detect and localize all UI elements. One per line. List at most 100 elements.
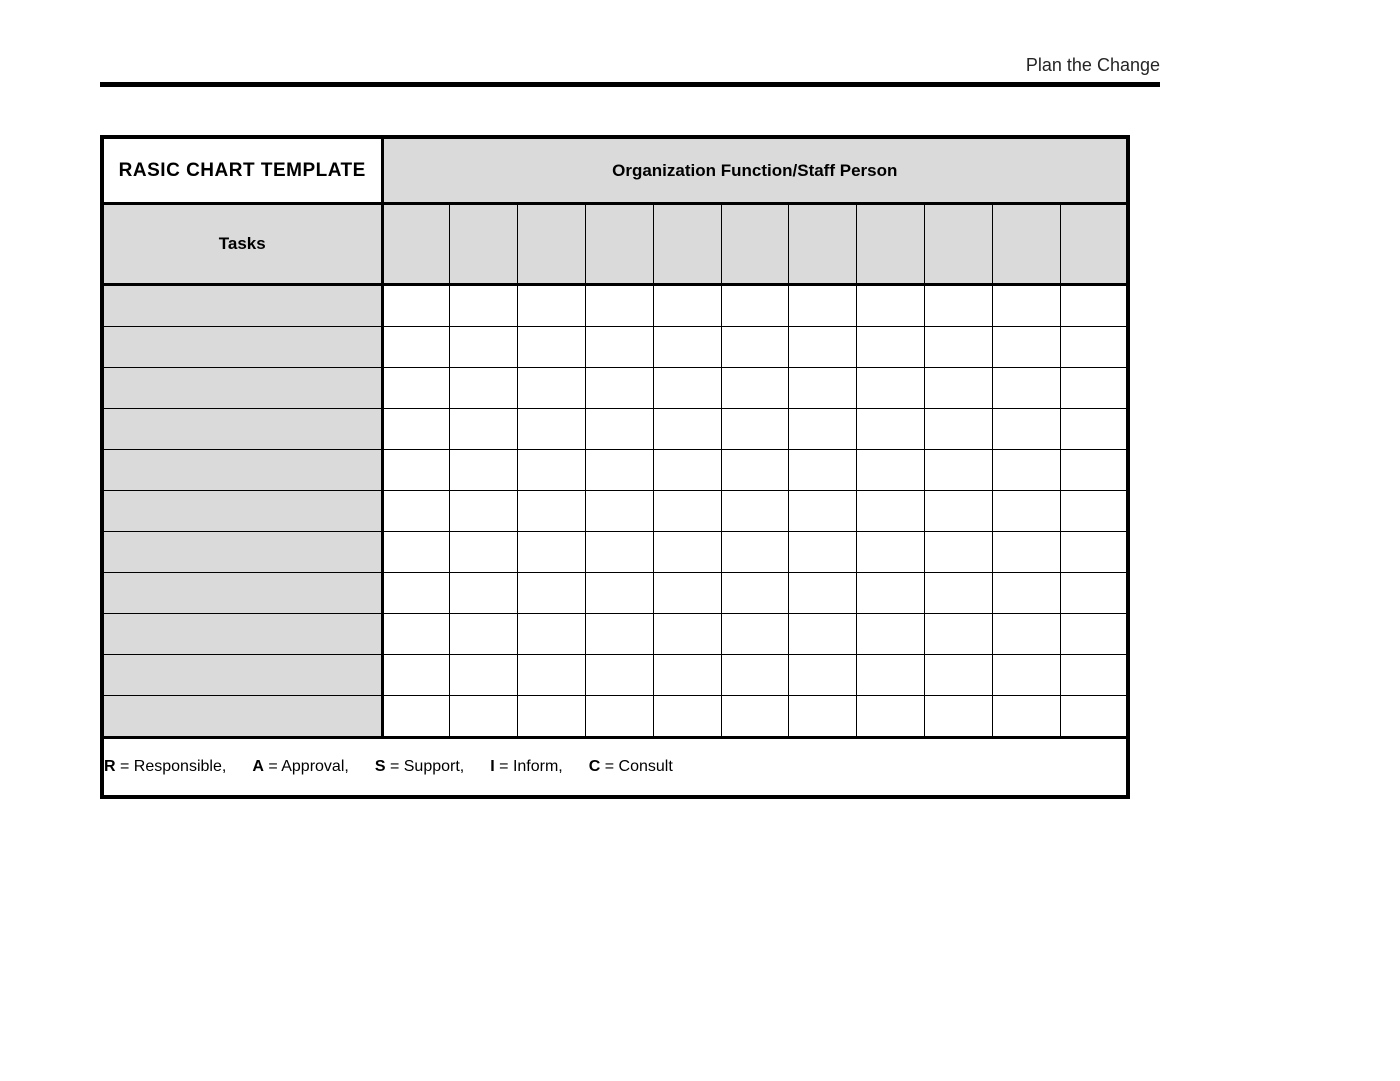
staff-column-header xyxy=(450,204,518,285)
page: Plan the Change RASIC CHART TEMPLATEOrga… xyxy=(0,0,1400,1081)
table-cell xyxy=(450,327,518,368)
table-cell xyxy=(382,491,450,532)
table-cell xyxy=(653,491,721,532)
staff-column-header xyxy=(585,204,653,285)
table-cell xyxy=(585,532,653,573)
table-cell xyxy=(992,327,1060,368)
table-cell xyxy=(1060,409,1128,450)
table-cell xyxy=(925,327,993,368)
table-cell xyxy=(925,532,993,573)
table-cell xyxy=(721,573,789,614)
table-cell xyxy=(992,532,1060,573)
table-cell xyxy=(450,532,518,573)
task-row-label xyxy=(102,614,382,655)
chart-title: RASIC CHART TEMPLATE xyxy=(102,137,382,204)
staff-column-header xyxy=(857,204,925,285)
rasic-chart-container: RASIC CHART TEMPLATEOrganization Functio… xyxy=(100,135,1130,799)
table-cell xyxy=(857,573,925,614)
staff-column-header xyxy=(518,204,586,285)
table-cell xyxy=(450,368,518,409)
task-row-label xyxy=(102,327,382,368)
table-cell xyxy=(382,696,450,738)
table-cell xyxy=(653,327,721,368)
task-row-label xyxy=(102,532,382,573)
table-cell xyxy=(653,573,721,614)
table-cell xyxy=(857,450,925,491)
table-cell xyxy=(518,285,586,327)
table-cell xyxy=(721,327,789,368)
table-cell xyxy=(992,614,1060,655)
table-cell xyxy=(789,409,857,450)
table-cell xyxy=(721,614,789,655)
table-cell xyxy=(518,573,586,614)
table-cell xyxy=(585,573,653,614)
legend-item: A = Approval, xyxy=(252,758,349,776)
staff-column-header xyxy=(925,204,993,285)
rasic-table: RASIC CHART TEMPLATEOrganization Functio… xyxy=(100,135,1130,799)
table-cell xyxy=(1060,655,1128,696)
legend-item: R = Responsible, xyxy=(104,758,226,776)
table-cell xyxy=(1060,614,1128,655)
table-cell xyxy=(450,614,518,655)
org-function-header: Organization Function/Staff Person xyxy=(382,137,1128,204)
table-cell xyxy=(1060,491,1128,532)
table-cell xyxy=(925,368,993,409)
tasks-column-header: Tasks xyxy=(102,204,382,285)
table-cell xyxy=(653,285,721,327)
table-cell xyxy=(925,285,993,327)
table-cell xyxy=(382,573,450,614)
table-cell xyxy=(721,532,789,573)
table-cell xyxy=(585,491,653,532)
table-cell xyxy=(450,285,518,327)
table-cell xyxy=(382,368,450,409)
table-cell xyxy=(992,696,1060,738)
table-cell xyxy=(518,409,586,450)
table-cell xyxy=(518,614,586,655)
staff-column-header xyxy=(789,204,857,285)
staff-column-header xyxy=(1060,204,1128,285)
task-row-label xyxy=(102,450,382,491)
table-cell xyxy=(789,696,857,738)
table-cell xyxy=(857,532,925,573)
table-cell xyxy=(450,409,518,450)
table-cell xyxy=(653,409,721,450)
legend-code: C xyxy=(589,758,601,775)
table-cell xyxy=(585,655,653,696)
table-cell xyxy=(925,409,993,450)
table-cell xyxy=(925,491,993,532)
task-row-label xyxy=(102,285,382,327)
table-cell xyxy=(992,285,1060,327)
table-cell xyxy=(1060,285,1128,327)
table-cell xyxy=(585,368,653,409)
table-cell xyxy=(450,450,518,491)
table-cell xyxy=(382,532,450,573)
table-cell xyxy=(653,450,721,491)
table-cell xyxy=(721,450,789,491)
task-row-label xyxy=(102,655,382,696)
table-cell xyxy=(518,532,586,573)
table-cell xyxy=(857,655,925,696)
table-cell xyxy=(721,368,789,409)
table-cell xyxy=(992,491,1060,532)
table-cell xyxy=(789,450,857,491)
table-cell xyxy=(585,450,653,491)
table-cell xyxy=(857,491,925,532)
table-cell xyxy=(721,285,789,327)
table-cell xyxy=(789,573,857,614)
table-cell xyxy=(857,696,925,738)
legend-item: C = Consult xyxy=(589,758,673,776)
table-cell xyxy=(382,327,450,368)
table-cell xyxy=(992,409,1060,450)
table-cell xyxy=(925,696,993,738)
table-cell xyxy=(1060,532,1128,573)
legend-label: Consult xyxy=(619,758,673,775)
table-cell xyxy=(585,614,653,655)
legend-label: Responsible xyxy=(134,758,222,775)
legend-item: S = Support, xyxy=(375,758,464,776)
table-cell xyxy=(450,491,518,532)
table-cell xyxy=(857,409,925,450)
legend-label: Support xyxy=(404,758,460,775)
table-cell xyxy=(518,696,586,738)
table-cell xyxy=(450,573,518,614)
table-cell xyxy=(925,573,993,614)
